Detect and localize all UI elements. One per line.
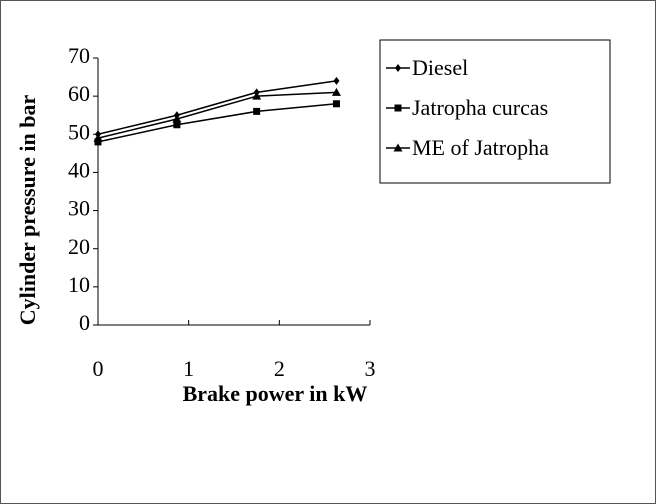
marker — [173, 121, 181, 129]
marker — [172, 114, 182, 123]
series-line — [97, 103, 337, 143]
marker — [333, 76, 340, 85]
legend-label: Diesel — [412, 55, 468, 80]
x-tick-label: 2 — [274, 356, 285, 381]
marker — [253, 107, 261, 115]
y-tick-label: 30 — [68, 196, 90, 221]
y-tick-label: 40 — [68, 157, 90, 182]
marker — [393, 143, 403, 152]
series-line — [97, 80, 337, 136]
marker — [331, 87, 341, 96]
y-axis-label: Cylinder pressure in bar — [15, 95, 40, 326]
marker — [252, 91, 262, 100]
y-tick-label: 0 — [79, 310, 90, 335]
y-tick-label: 10 — [68, 272, 90, 297]
x-axis-label: Brake power in kW — [183, 381, 368, 406]
y-tick-label: 50 — [68, 119, 90, 144]
x-tick-label: 1 — [183, 356, 194, 381]
legend-label: Jatropha curcas — [412, 95, 548, 120]
y-tick-label: 70 — [68, 43, 90, 68]
x-tick-label: 3 — [365, 356, 376, 381]
legend-box — [379, 39, 611, 184]
x-tick-label: 0 — [93, 356, 104, 381]
legend-label: ME of Jatropha — [412, 135, 549, 160]
marker — [93, 133, 103, 142]
marker — [94, 138, 102, 146]
y-tick-label: 60 — [68, 81, 90, 106]
y-tick-label: 20 — [68, 234, 90, 259]
marker — [395, 64, 401, 72]
series-line — [97, 91, 337, 139]
marker — [332, 100, 340, 108]
marker — [394, 104, 402, 112]
